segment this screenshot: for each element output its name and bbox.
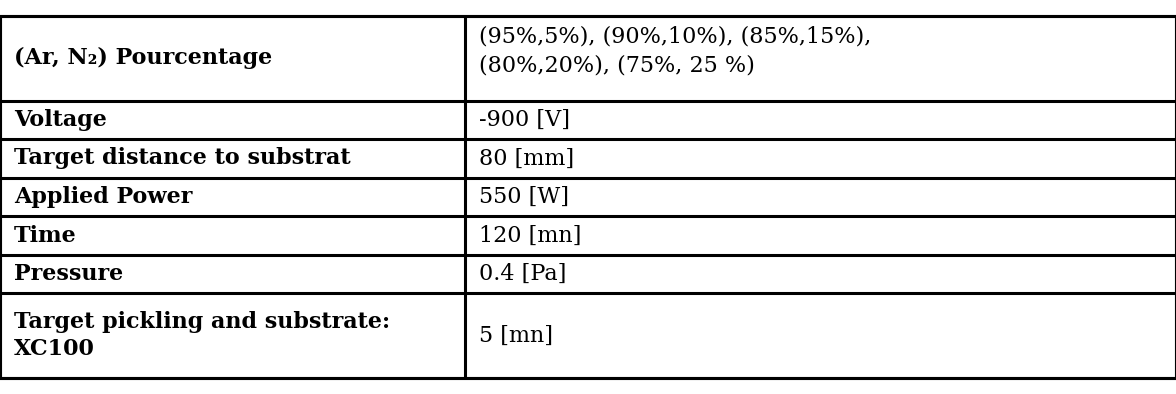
- Text: 5 [mn]: 5 [mn]: [479, 325, 553, 347]
- Text: Target distance to substrat: Target distance to substrat: [14, 147, 350, 169]
- Text: 80 [mm]: 80 [mm]: [479, 147, 574, 169]
- Text: Pressure: Pressure: [14, 263, 123, 285]
- Text: Applied Power: Applied Power: [14, 186, 193, 208]
- Text: Time: Time: [14, 225, 76, 247]
- Text: (Ar, N₂) Pourcentage: (Ar, N₂) Pourcentage: [14, 47, 273, 69]
- Text: -900 [V]: -900 [V]: [479, 109, 569, 131]
- Text: Voltage: Voltage: [14, 109, 107, 131]
- Text: 120 [mn]: 120 [mn]: [479, 225, 581, 247]
- Text: 0.4 [Pa]: 0.4 [Pa]: [479, 263, 566, 285]
- Text: 550 [W]: 550 [W]: [479, 186, 569, 208]
- Text: Target pickling and substrate:
XC100: Target pickling and substrate: XC100: [14, 311, 390, 361]
- Text: (95%,5%), (90%,10%), (85%,15%),
(80%,20%), (75%, 25 %): (95%,5%), (90%,10%), (85%,15%), (80%,20%…: [479, 26, 871, 77]
